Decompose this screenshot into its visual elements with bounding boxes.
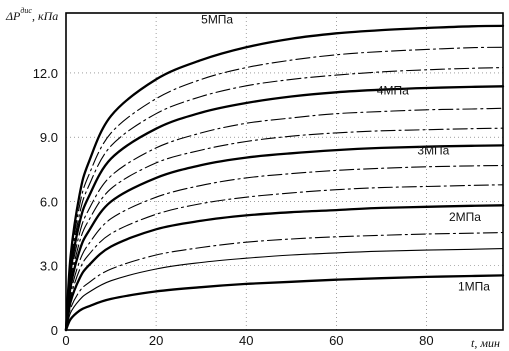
curve-label: 4МПа <box>377 83 409 97</box>
series-line-4 <box>64 204 505 332</box>
series-line-13 <box>64 24 505 332</box>
y-tick-label: 9.0 <box>40 130 58 145</box>
curve-label: 3МПа <box>417 143 449 157</box>
series-line-11 <box>65 67 504 331</box>
y-tick-label: 6.0 <box>40 194 58 209</box>
x-tick-label: 80 <box>419 333 433 348</box>
series-line-7 <box>64 144 505 332</box>
series-line-5 <box>65 184 504 331</box>
series-group <box>64 24 505 332</box>
series-line-12 <box>65 46 504 331</box>
series-line-6 <box>65 164 504 331</box>
x-tick-label: 0 <box>62 333 69 348</box>
x-axis-label: t, мин <box>471 336 500 350</box>
series-line-9 <box>65 107 504 331</box>
series-line-10 <box>64 85 505 332</box>
curve-labels: 5МПа 4МПа 3МПа 2МПа 1МПа <box>201 13 490 294</box>
x-tick-label: 40 <box>239 333 253 348</box>
y-tick-label: 0 <box>51 323 58 338</box>
series-line-8 <box>65 127 504 331</box>
series-line-3 <box>65 231 504 331</box>
tick-labels: 0 20 40 60 80 0 3.0 6.0 9.0 12.0 <box>33 66 434 348</box>
y-tick-label: 12.0 <box>33 66 58 81</box>
plot-frame <box>65 12 504 331</box>
curve-label: 5МПа <box>201 13 233 27</box>
x-tick-label: 20 <box>149 333 163 348</box>
x-tick-label: 60 <box>329 333 343 348</box>
curve-label: 2МПа <box>449 210 481 224</box>
y-tick-label: 3.0 <box>40 259 58 274</box>
series-line-2 <box>65 248 504 331</box>
y-axis-label-main: ΔP <box>5 9 21 23</box>
series-line-1 <box>64 274 505 332</box>
y-axis-label: ΔPдис, кПа <box>5 6 58 23</box>
curve-label: 1МПа <box>458 279 490 293</box>
y-axis-label-unit: , кПа <box>32 9 58 23</box>
y-axis-label-sup: дис <box>20 6 32 15</box>
